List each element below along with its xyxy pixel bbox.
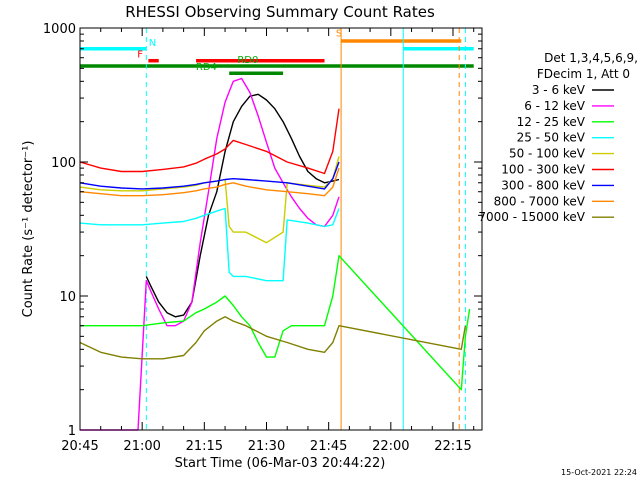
x-tick-label: 21:30 [248, 439, 285, 454]
series-line-25-50-kev [79, 207, 340, 282]
annotation-f: F [137, 50, 143, 61]
legend-label: 12 - 25 keV [517, 115, 586, 129]
legend-header-line-2: FDecim 1, Att 0 [537, 67, 630, 81]
chart-title: RHESSI Observing Summary Count Rates [125, 3, 435, 21]
data-series [79, 77, 471, 431]
y-tick-label: 1 [68, 424, 76, 439]
x-tick-label: 22:00 [372, 439, 409, 454]
legend-label: 100 - 300 keV [501, 163, 585, 177]
y-tick-label: 100 [51, 156, 76, 171]
x-tick-label: 21:15 [186, 439, 223, 454]
flag-bars [80, 39, 474, 75]
y-tick-label: 1000 [43, 22, 76, 37]
x-tick-label: 21:45 [310, 439, 347, 454]
flag-annotations: NF RD0 RD4 S [137, 29, 342, 74]
series-line-100-300-kev [79, 108, 340, 175]
series-line-7000-15000-kev [79, 316, 467, 360]
legend-header-line-1: Det 1,3,4,5,6,9, [544, 51, 638, 65]
legend-label: 6 - 12 keV [524, 99, 586, 113]
x-axis: 20:45 21:00 21:15 21:30 21:45 22:00 22:15 [61, 28, 475, 454]
vertical-markers [145, 28, 466, 430]
x-tick-label: 20:45 [61, 439, 98, 454]
series-line-50-100-kev [79, 156, 340, 244]
series-line-3-6-kev [145, 93, 340, 318]
y-axis-label: Count Rate (s⁻¹ detector⁻¹) [21, 141, 36, 318]
plot-frame [79, 27, 483, 431]
legend-label: 800 - 7000 keV [494, 194, 586, 208]
legend-label: 3 - 6 keV [532, 83, 586, 97]
series-line-6-12-kev [80, 77, 340, 431]
legend-label: 7000 - 15000 keV [478, 210, 585, 224]
annotation-rd4: RD4 [196, 62, 217, 73]
x-axis-label: Start Time (06-Mar-03 20:44:22) [175, 456, 386, 471]
legend: Det 1,3,4,5,6,9, FDecim 1, Att 0 3 - 6 keV… [478, 51, 638, 224]
annotation-n: N [149, 38, 156, 49]
legend-label: 50 - 100 keV [509, 147, 586, 161]
annotation-s: S [336, 29, 342, 40]
y-axis: 1 10 100 1000 [43, 22, 482, 439]
legend-label: 25 - 50 keV [517, 131, 586, 145]
annotation-rd0: RD0 [237, 55, 258, 66]
y-tick-label: 10 [59, 290, 76, 305]
legend-label: 300 - 800 keV [501, 178, 585, 192]
timestamp: 15-Oct-2021 22:24 [561, 468, 637, 477]
series-line-300-800-kev [79, 161, 340, 190]
x-tick-label: 22:15 [434, 439, 471, 454]
series-line-12-25-kev [80, 254, 471, 391]
series-line-800-7000-kev [79, 167, 340, 197]
x-tick-label: 21:00 [123, 439, 160, 454]
